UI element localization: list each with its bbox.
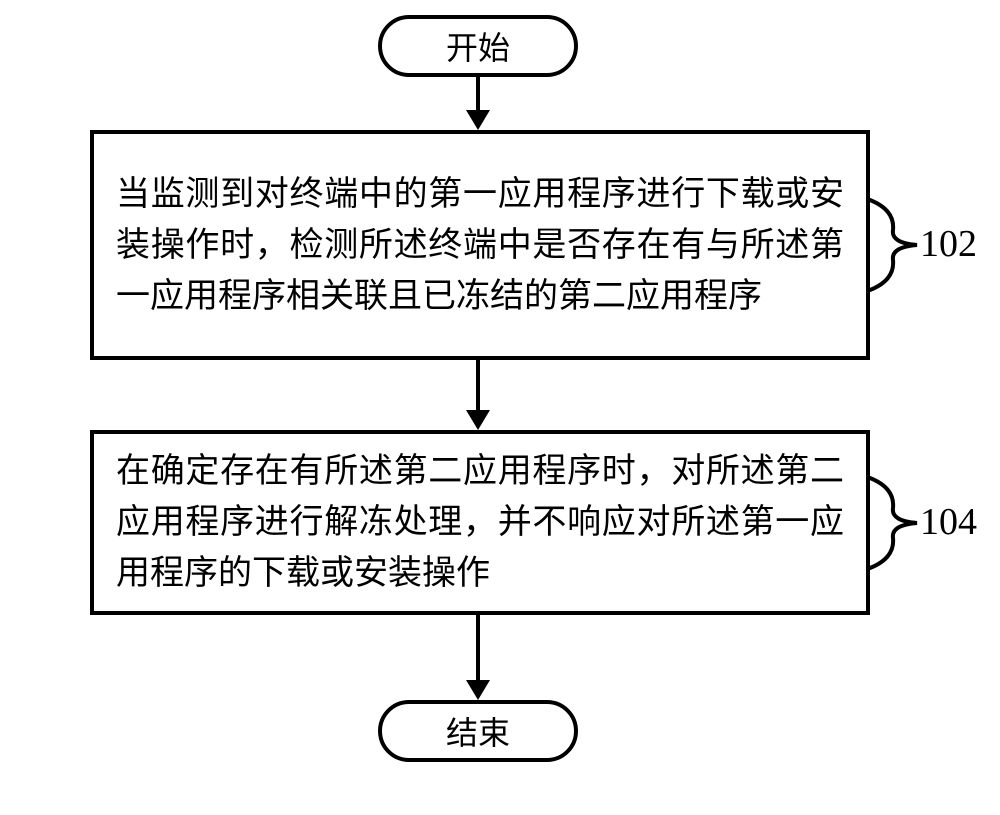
step1-node: 当监测到对终端中的第一应用程序进行下载或安装操作时，检测所述终端中是否存在有与所… xyxy=(90,130,870,360)
step2-node: 在确定存在有所述第二应用程序时，对所述第二应用程序进行解冻处理，并不响应对所述第… xyxy=(90,430,870,615)
curly-2 xyxy=(865,473,925,573)
arrow-2-head xyxy=(466,410,490,430)
arrow-1-head xyxy=(466,110,490,130)
arrow-3 xyxy=(476,615,480,682)
end-label: 结束 xyxy=(446,708,510,754)
arrow-1 xyxy=(476,77,480,112)
curly-1 xyxy=(865,195,925,295)
step2-label: 104 xyxy=(920,500,977,544)
start-node: 开始 xyxy=(378,15,578,77)
step1-text: 当监测到对终端中的第一应用程序进行下载或安装操作时，检测所述终端中是否存在有与所… xyxy=(116,169,844,322)
arrow-2 xyxy=(476,360,480,412)
flowchart-container: 开始 当监测到对终端中的第一应用程序进行下载或安装操作时，检测所述终端中是否存在… xyxy=(0,0,1000,815)
step1-label: 102 xyxy=(920,222,977,266)
end-node: 结束 xyxy=(378,700,578,762)
start-label: 开始 xyxy=(446,23,510,69)
step2-text: 在确定存在有所述第二应用程序时，对所述第二应用程序进行解冻处理，并不响应对所述第… xyxy=(116,446,844,599)
arrow-3-head xyxy=(466,680,490,700)
